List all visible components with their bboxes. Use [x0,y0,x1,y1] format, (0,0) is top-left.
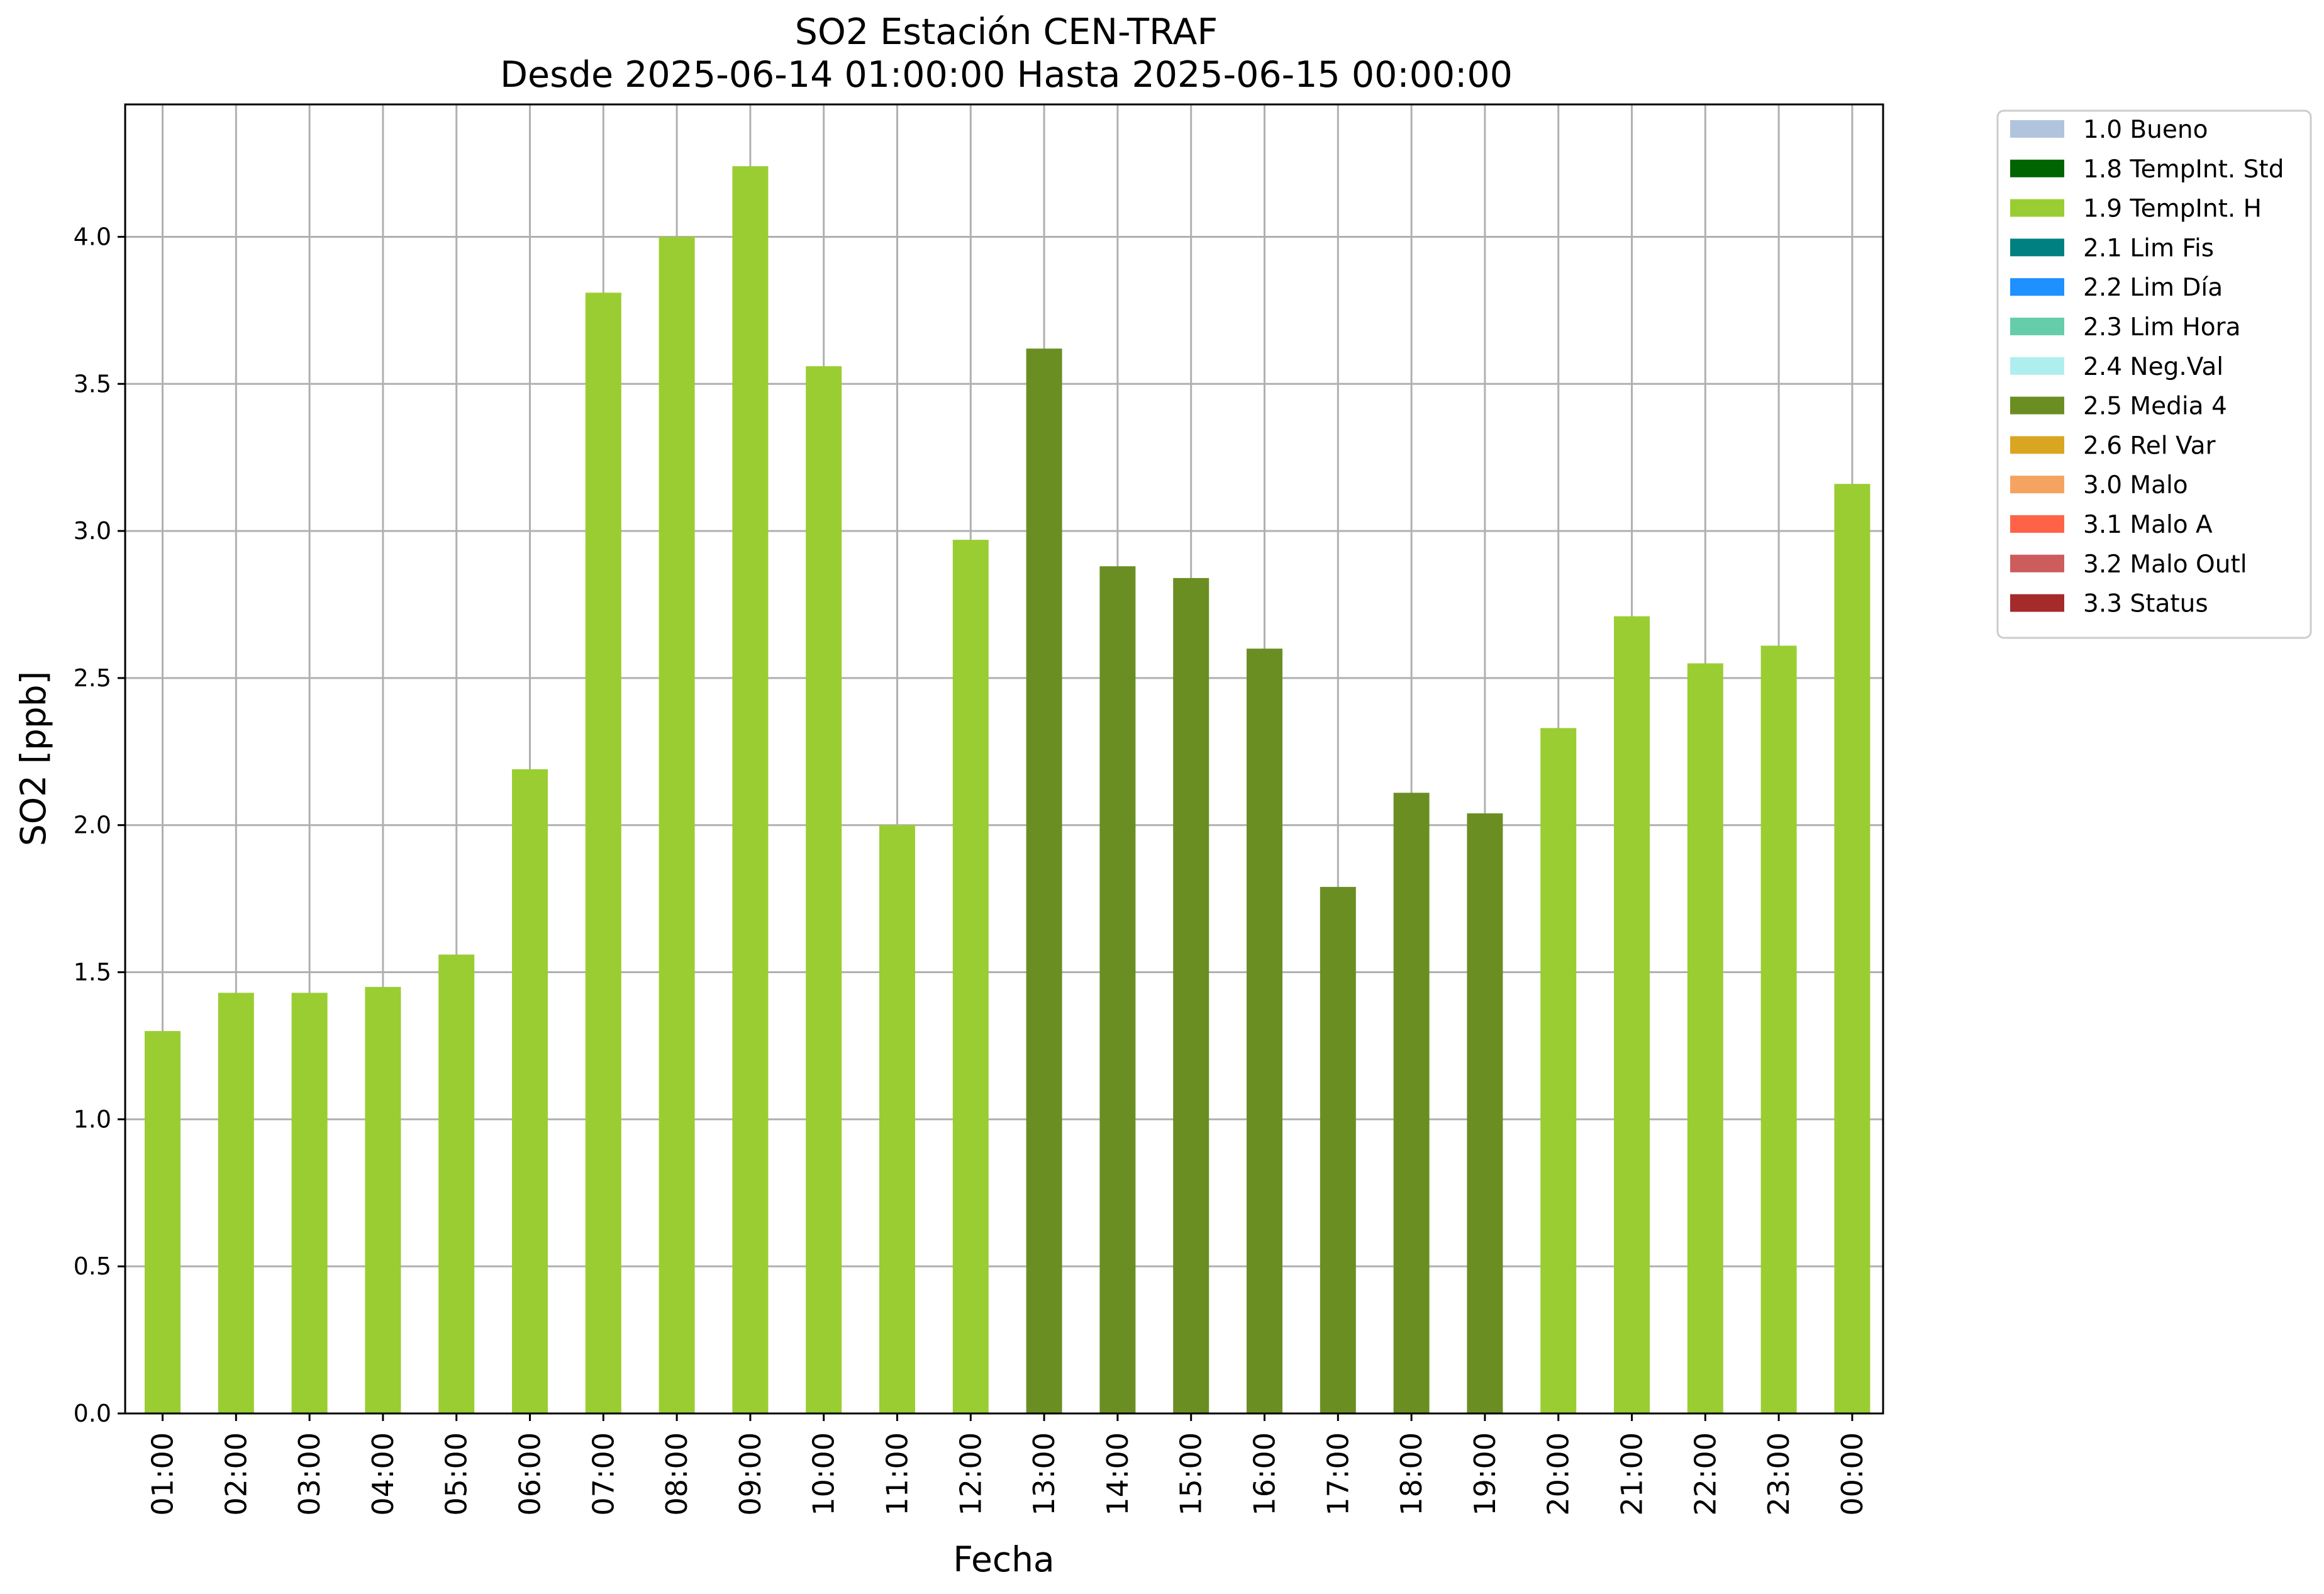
legend-swatch [2010,357,2064,375]
bar [659,237,695,1413]
bar [1026,348,1062,1413]
x-tick-label: 03:00 [292,1432,326,1516]
bar [806,366,842,1414]
y-tick-label: 4.0 [74,223,111,250]
x-tick-label: 15:00 [1174,1432,1208,1516]
legend-frame [1996,109,2312,639]
y-tick-label: 3.5 [74,370,111,398]
bars [145,166,1871,1414]
legend-swatch [2010,159,2064,177]
legend-swatch [2010,199,2064,217]
y-tick-label: 1.5 [74,959,111,986]
legend-label: 2.6 Rel Var [2083,432,2216,460]
bar [1173,577,1209,1413]
bar [1320,886,1356,1413]
legend-swatch [2010,554,2064,572]
y-tick-label: 1.0 [74,1105,111,1133]
x-tick-label: 14:00 [1101,1432,1135,1516]
y-tick-label: 2.5 [74,664,111,692]
bar [1760,645,1797,1413]
legend-label: 1.9 TempInt. H [2083,195,2262,223]
legend-label: 3.1 Malo A [2083,511,2213,539]
legend-swatch [2010,318,2064,335]
legend-swatch [2010,515,2064,533]
x-tick-label: 12:00 [954,1432,987,1516]
bar [145,1031,181,1413]
bar [512,769,548,1413]
plot-frame [124,103,1884,1415]
bar [585,293,621,1413]
bar [218,993,254,1413]
x-tick-label: 07:00 [586,1432,620,1516]
bar [438,954,475,1413]
legend: 1.0 Bueno 1.8 TempInt. Std 1.9 TempInt. H 2… [1996,109,2312,639]
legend-label: 1.0 Bueno [2083,116,2208,144]
bar [1393,793,1430,1413]
x-tick-label: 18:00 [1394,1432,1428,1516]
x-tick-label: 11:00 [881,1432,915,1516]
x-axis: 01:00 02:00 03:00 04:00 05:00 06:00 07:00 08:00… [146,1413,1869,1516]
bar [291,993,328,1413]
x-tick-label: 00:00 [1835,1432,1869,1516]
legend-label: 2.2 Lim Día [2083,274,2223,302]
bar [1099,566,1136,1413]
legend-swatch [2010,238,2064,257]
x-tick-label: 02:00 [219,1432,253,1516]
x-tick-label: 23:00 [1762,1432,1796,1516]
x-tick-label: 17:00 [1321,1432,1355,1516]
x-tick-label: 04:00 [366,1432,400,1516]
bar [1540,728,1577,1413]
legend-label: 2.3 Lim Hora [2083,313,2241,342]
legend-label: 3.0 Malo [2083,471,2188,499]
legend-swatch [2010,436,2064,454]
legend-swatch [2010,396,2064,415]
legend-swatch [2010,594,2064,612]
bar [1834,484,1871,1414]
bar [365,986,401,1413]
bar [952,540,989,1413]
y-tick-label: 0.0 [74,1400,111,1427]
y-tick-label: 0.5 [74,1252,111,1280]
y-axis-label: SO2 [ppb] [13,671,53,846]
x-tick-label: 01:00 [146,1432,180,1516]
bar [879,825,915,1413]
legend-label: 3.2 Malo Outl [2083,550,2247,579]
legend-swatch [2010,278,2064,296]
y-axis: 0.0 0.5 1.0 1.5 2.0 2.5 3.0 3.5 4.0 [74,223,125,1427]
x-tick-label: 13:00 [1027,1432,1061,1516]
x-axis-label: Fecha [953,1539,1054,1580]
chart-subtitle: Desde 2025-06-14 01:00:00 Hasta 2025-06-… [500,54,1513,96]
x-tick-label: 05:00 [440,1432,474,1516]
x-tick-label: 10:00 [807,1432,841,1516]
x-tick-label: 08:00 [660,1432,694,1516]
x-tick-label: 16:00 [1248,1432,1282,1516]
y-tick-label: 3.0 [74,517,111,545]
chart-title: SO2 Estación CEN-TRAF [795,11,1218,53]
bar [732,166,769,1414]
x-tick-label: 22:00 [1688,1432,1722,1516]
bar [1467,813,1503,1413]
x-tick-label: 09:00 [733,1432,767,1516]
legend-label: 3.3 Status [2083,590,2208,618]
x-tick-label: 21:00 [1615,1432,1649,1516]
x-tick-label: 06:00 [513,1432,547,1516]
legend-label: 2.4 Neg.Val [2083,353,2223,381]
x-tick-label: 19:00 [1468,1432,1502,1516]
legend-swatch [2010,120,2064,138]
legend-swatch [2010,476,2064,494]
legend-label: 1.8 TempInt. Std [2083,155,2284,184]
y-tick-label: 2.0 [74,811,111,839]
x-tick-label: 20:00 [1542,1432,1576,1516]
legend-label: 2.1 Lim Fis [2083,234,2214,262]
bar [1614,616,1650,1414]
bar [1247,649,1282,1413]
legend-label: 2.5 Media 4 [2083,393,2227,421]
bar [1687,663,1723,1413]
